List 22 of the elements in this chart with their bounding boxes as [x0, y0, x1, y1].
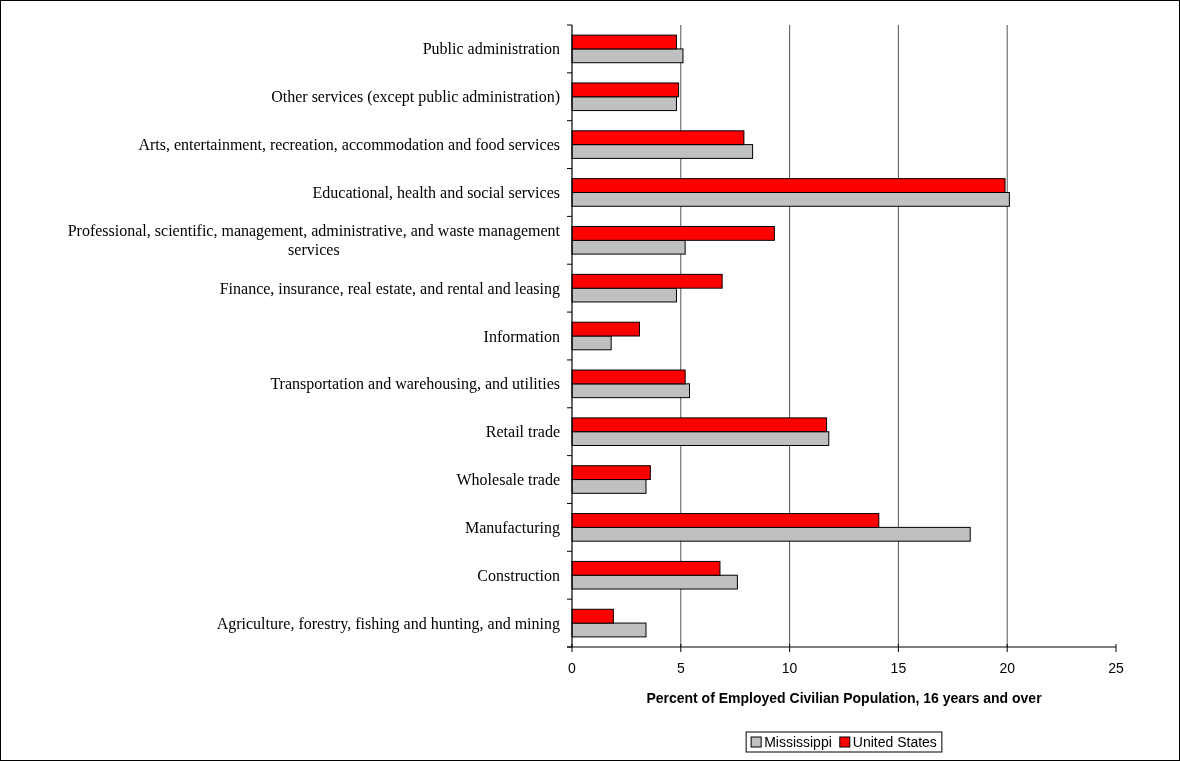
x-tick-label: 20	[999, 660, 1016, 676]
legend-label: Mississippi	[764, 734, 832, 750]
y-tick-label: Finance, insurance, real estate, and rental and leasing	[219, 279, 560, 298]
y-tick-label: Arts, entertainment, recreation, accommodation and food services	[138, 136, 560, 154]
y-tick-label: Wholesale trade	[456, 471, 560, 489]
x-tick-label: 15	[890, 660, 907, 676]
y-tick-label: Professional, scientific, management, administrative, and waste management services	[67, 222, 561, 259]
y-tick-label: Agriculture, forestry, fishing and hunting, and mining	[216, 614, 560, 633]
y-tick-label: Public administration	[422, 40, 560, 58]
y-tick-label: Retail trade	[485, 423, 560, 441]
x-axis-title: Percent of Employed Civilian Population, 16 years and over	[646, 690, 1043, 706]
y-tick-label: Construction	[477, 566, 560, 584]
y-tick-label: Transportation and warehousing, and utilities	[270, 375, 560, 394]
y-tick-label: Other services (except public administration)	[271, 88, 560, 107]
x-tick-label: 10	[781, 660, 798, 676]
x-tick-label: 25	[1108, 660, 1124, 676]
y-tick-label: Educational, health and social services	[312, 183, 560, 201]
x-tick-label: 5	[676, 660, 685, 676]
y-tick-label: Information	[483, 327, 560, 345]
y-tick-label: Manufacturing	[464, 518, 560, 537]
legend-label: United States	[852, 734, 937, 750]
x-tick-label: 0	[568, 660, 577, 676]
